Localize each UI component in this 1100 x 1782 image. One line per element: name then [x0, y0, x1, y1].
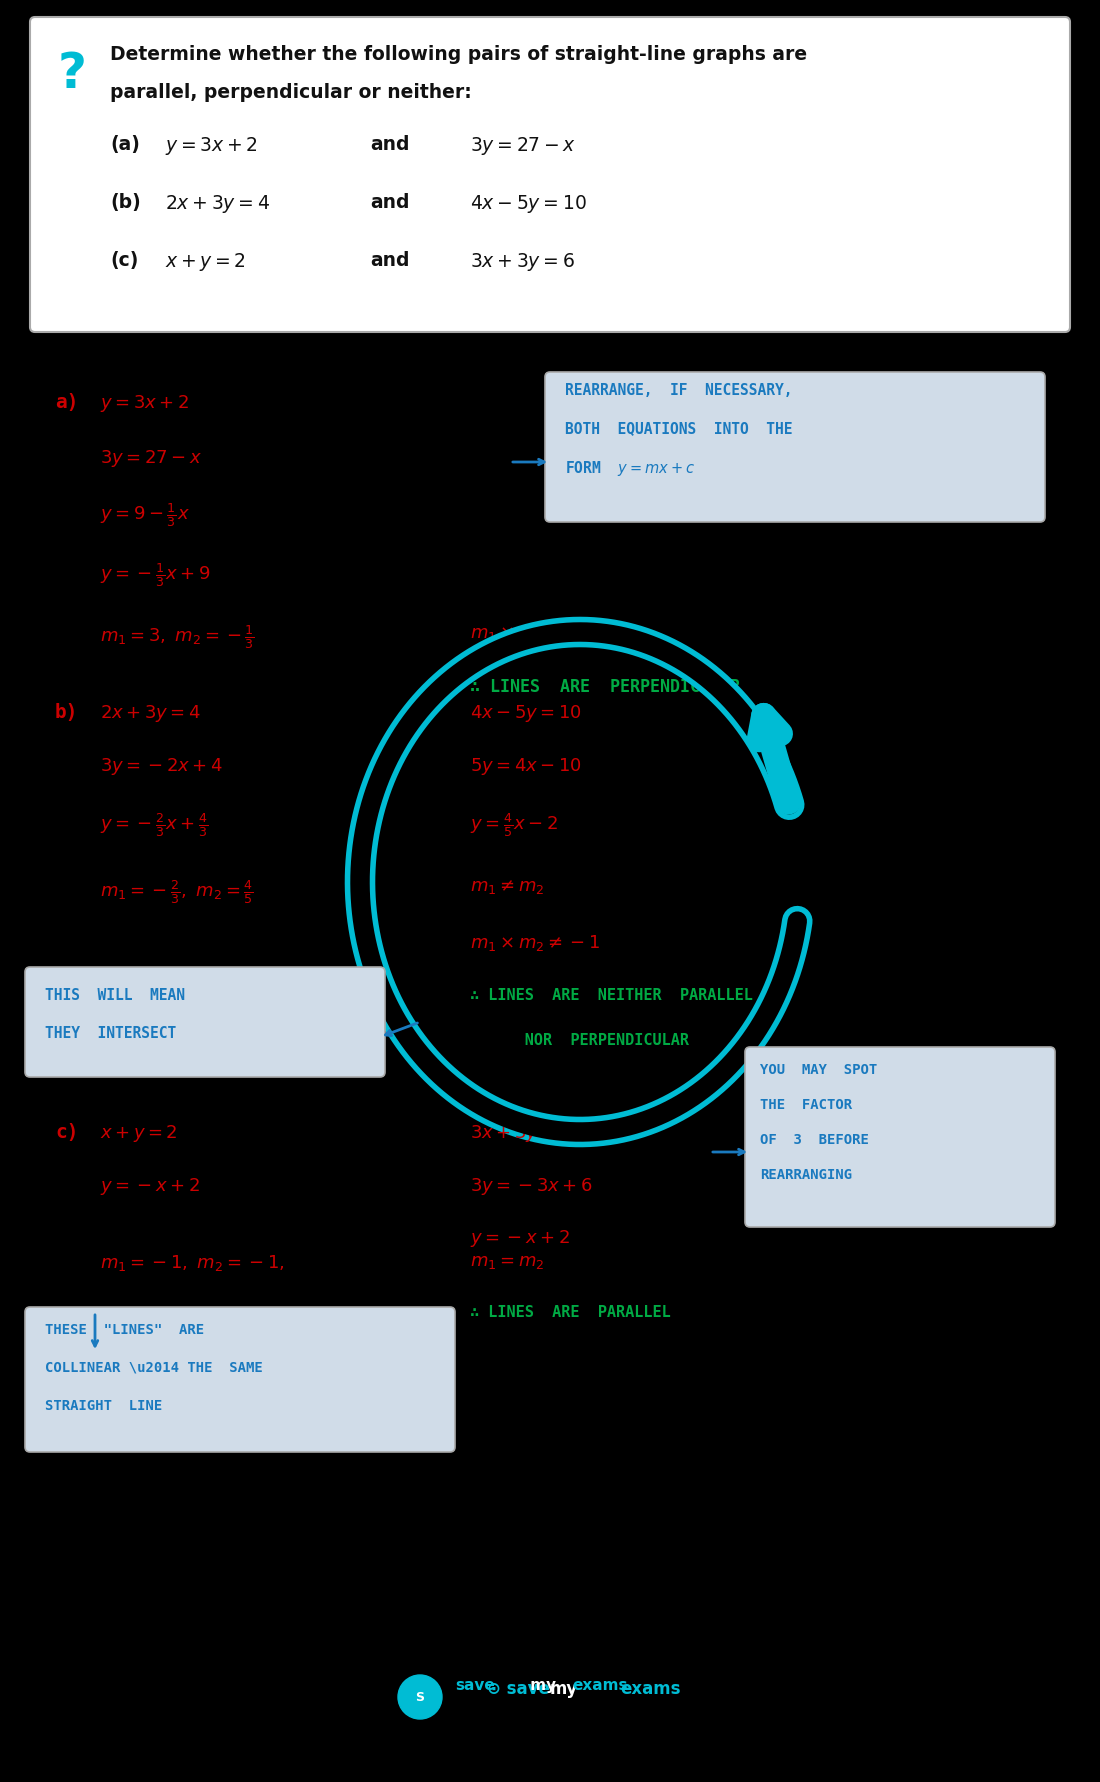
Text: my: my: [525, 1677, 557, 1693]
Text: $y=-x+2$: $y=-x+2$: [470, 1228, 570, 1249]
Text: $m_1=-1,\ m_2=-1,$: $m_1=-1,\ m_2=-1,$: [100, 1253, 285, 1272]
FancyBboxPatch shape: [544, 372, 1045, 522]
Text: $2x + 3y = 4$: $2x + 3y = 4$: [165, 192, 270, 216]
Text: $3y=27-x$: $3y=27-x$: [100, 447, 202, 469]
Text: Determine whether the following pairs of straight-line graphs are: Determine whether the following pairs of…: [110, 45, 807, 64]
Text: a): a): [55, 392, 78, 412]
Text: exams: exams: [572, 1677, 627, 1693]
Text: S: S: [416, 1691, 425, 1704]
Text: $3y = 27 - x$: $3y = 27 - x$: [470, 135, 576, 157]
FancyBboxPatch shape: [30, 18, 1070, 333]
FancyBboxPatch shape: [745, 1048, 1055, 1228]
Text: $5y=4x-10$: $5y=4x-10$: [470, 756, 582, 777]
Text: $y=\frac{4}{5}x-2$: $y=\frac{4}{5}x-2$: [470, 811, 558, 838]
Text: $m_1 \times m_2 = -1$: $m_1 \times m_2 = -1$: [470, 622, 601, 643]
FancyBboxPatch shape: [25, 1308, 455, 1452]
Text: $4x-5y=10$: $4x-5y=10$: [470, 702, 582, 723]
Text: c): c): [55, 1123, 78, 1140]
Text: YOU  MAY  SPOT: YOU MAY SPOT: [760, 1062, 878, 1076]
Text: OF  3  BEFORE: OF 3 BEFORE: [760, 1132, 869, 1146]
Text: $m_1=m_2$: $m_1=m_2$: [470, 1253, 544, 1271]
Text: ∴ LINES  ARE  PARALLEL: ∴ LINES ARE PARALLEL: [470, 1304, 671, 1319]
Text: $2x+3y=4$: $2x+3y=4$: [100, 702, 201, 723]
Text: $x+y=2$: $x+y=2$: [100, 1123, 178, 1144]
Text: THESE  "LINES"  ARE: THESE "LINES" ARE: [45, 1322, 205, 1336]
Text: REARRANGE,  IF  NECESSARY,: REARRANGE, IF NECESSARY,: [565, 383, 792, 397]
Text: FORM  $y=mx+c$: FORM $y=mx+c$: [565, 458, 695, 478]
Text: ⊙ save: ⊙ save: [487, 1679, 550, 1696]
FancyBboxPatch shape: [25, 968, 385, 1078]
Text: $y=3x+2$: $y=3x+2$: [100, 392, 189, 413]
Text: REARRANGING: REARRANGING: [760, 1167, 852, 1181]
Text: NOR  PERPENDICULAR: NOR PERPENDICULAR: [470, 1032, 689, 1048]
Text: exams: exams: [620, 1679, 681, 1696]
Text: my: my: [550, 1679, 579, 1696]
Text: $y=-\frac{1}{3}x+9$: $y=-\frac{1}{3}x+9$: [100, 561, 210, 588]
Text: (b): (b): [110, 192, 141, 212]
Text: $m_1=3,\ m_2=-\frac{1}{3}$: $m_1=3,\ m_2=-\frac{1}{3}$: [100, 622, 255, 650]
Text: $m_1 \neq m_2$: $m_1 \neq m_2$: [470, 877, 544, 896]
Text: and: and: [370, 251, 409, 269]
Text: and: and: [370, 192, 409, 212]
Text: STRAIGHT  LINE: STRAIGHT LINE: [45, 1399, 163, 1411]
Text: $3y=-3x+6$: $3y=-3x+6$: [470, 1176, 593, 1196]
Text: $3x+3y=6$: $3x+3y=6$: [470, 1123, 571, 1144]
Text: ?: ?: [57, 50, 87, 98]
Text: BOTH  EQUATIONS  INTO  THE: BOTH EQUATIONS INTO THE: [565, 421, 792, 437]
Text: $m_1=-\frac{2}{3},\ m_2=\frac{4}{5}$: $m_1=-\frac{2}{3},\ m_2=\frac{4}{5}$: [100, 877, 254, 905]
Text: THE  FACTOR: THE FACTOR: [760, 1098, 852, 1112]
Text: ∴ LINES  ARE  NEITHER  PARALLEL: ∴ LINES ARE NEITHER PARALLEL: [470, 987, 752, 1003]
Text: (a): (a): [110, 135, 140, 153]
Text: THEY  INTERSECT: THEY INTERSECT: [45, 1025, 176, 1041]
Text: THIS  WILL  MEAN: THIS WILL MEAN: [45, 987, 185, 1003]
Text: $4x - 5y = 10$: $4x - 5y = 10$: [470, 192, 586, 216]
Text: $x + y = 2$: $x + y = 2$: [165, 251, 245, 273]
Text: ∴ LINES  ARE  PERPENDICULAR: ∴ LINES ARE PERPENDICULAR: [470, 677, 740, 695]
Text: $3y=-2x+4$: $3y=-2x+4$: [100, 756, 223, 777]
Text: b): b): [55, 702, 78, 722]
Text: (c): (c): [110, 251, 139, 269]
Text: $y = 3x + 2$: $y = 3x + 2$: [165, 135, 257, 157]
Text: COLLINEAR \u2014 THE  SAME: COLLINEAR \u2014 THE SAME: [45, 1360, 263, 1374]
Text: $y=-x+2$: $y=-x+2$: [100, 1176, 200, 1196]
Text: $y=-\frac{2}{3}x+\frac{4}{3}$: $y=-\frac{2}{3}x+\frac{4}{3}$: [100, 811, 208, 838]
Text: and: and: [370, 135, 409, 153]
Text: save: save: [455, 1677, 495, 1693]
Text: parallel, perpendicular or neither:: parallel, perpendicular or neither:: [110, 84, 472, 102]
Text: $3x + 3y = 6$: $3x + 3y = 6$: [470, 251, 575, 273]
Circle shape: [398, 1675, 442, 1720]
Text: $m_1 \times m_2 \neq -1$: $m_1 \times m_2 \neq -1$: [470, 932, 601, 952]
Text: $y=9-\frac{1}{3}x$: $y=9-\frac{1}{3}x$: [100, 501, 190, 529]
